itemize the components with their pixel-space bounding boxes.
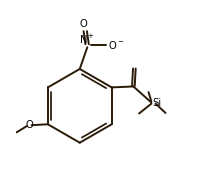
Text: O$^-$: O$^-$ xyxy=(108,39,124,51)
Text: Si: Si xyxy=(152,98,161,108)
Text: O: O xyxy=(26,120,33,130)
Text: N$^+$: N$^+$ xyxy=(79,33,95,46)
Text: O: O xyxy=(79,19,87,29)
